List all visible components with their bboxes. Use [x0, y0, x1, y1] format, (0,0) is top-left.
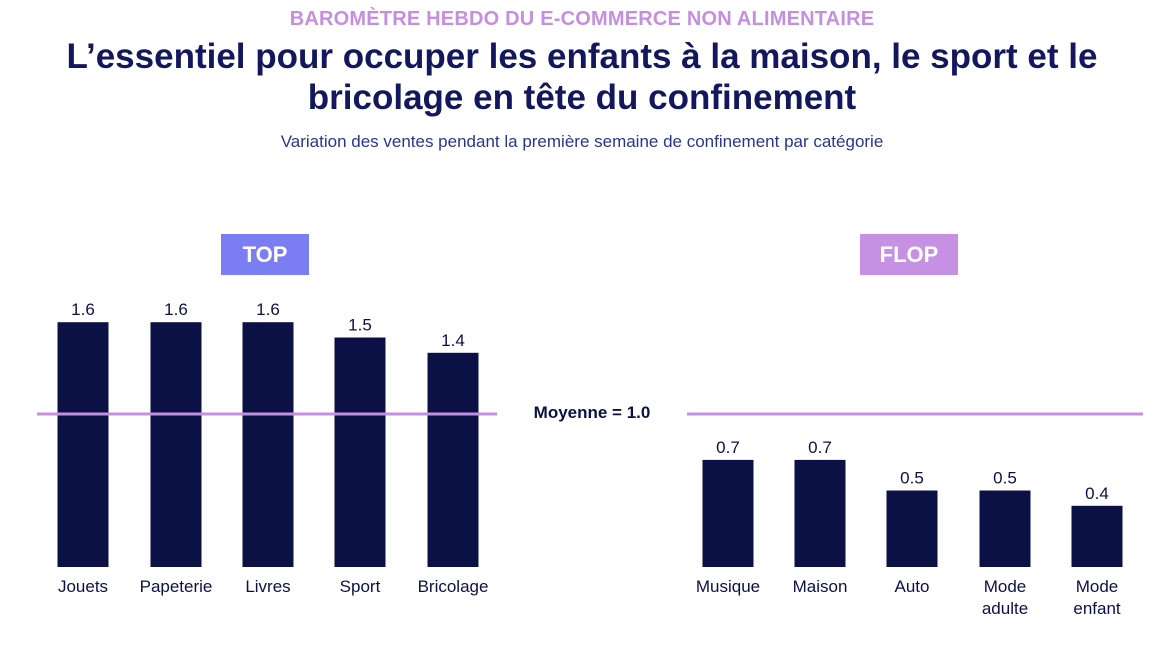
flop-value-label-5: 0.4	[1085, 484, 1109, 503]
flop-bar-5	[1071, 505, 1123, 567]
kicker: BAROMÈTRE HEBDO DU E-COMMERCE NON ALIMEN…	[289, 8, 875, 30]
flop-category-label-3: Auto	[895, 577, 930, 596]
flop-bar-2	[794, 459, 846, 567]
top-category-label-1: Jouets	[58, 577, 108, 596]
flop-value-label-2: 0.7	[808, 438, 832, 457]
top-bar-2	[150, 322, 202, 567]
top-category-label-5: Bricolage	[418, 577, 489, 596]
top-bar-4	[334, 337, 386, 567]
flop-category-label-1: Musique	[696, 577, 760, 596]
top-category-label-2: Papeterie	[140, 577, 213, 596]
top-bar-5	[427, 352, 479, 567]
top-value-label-5: 1.4	[441, 331, 465, 350]
subtitle: Variation des ventes pendant la première…	[280, 132, 884, 151]
top-category-label-3: Livres	[245, 577, 290, 596]
flop-value-label-4: 0.5	[993, 469, 1017, 488]
flop-bar-4	[979, 490, 1031, 567]
mean-label: Moyenne = 1.0	[533, 403, 651, 422]
top-badge: TOP	[221, 234, 309, 275]
flop-value-label-1: 0.7	[716, 438, 740, 457]
top-bar-1	[57, 322, 109, 567]
flop-bar-3	[886, 490, 938, 567]
flop-badge: FLOP	[860, 234, 958, 275]
page-title: L’essentiel pour occuper les enfants à l…	[66, 37, 1098, 117]
flop-bar-1	[702, 459, 754, 567]
flop-value-label-3: 0.5	[900, 469, 924, 488]
top-value-label-3: 1.6	[256, 300, 280, 319]
top-value-label-4: 1.5	[348, 316, 372, 335]
top-category-label-4: Sport	[340, 577, 381, 596]
flop-category-label-5: Mode enfant	[1073, 577, 1121, 618]
flop-category-label-4: Mode adulte	[982, 577, 1028, 618]
top-value-label-2: 1.6	[164, 300, 188, 319]
top-bar-3	[242, 322, 294, 567]
top-value-label-1: 1.6	[71, 300, 95, 319]
flop-category-label-2: Maison	[793, 577, 848, 596]
